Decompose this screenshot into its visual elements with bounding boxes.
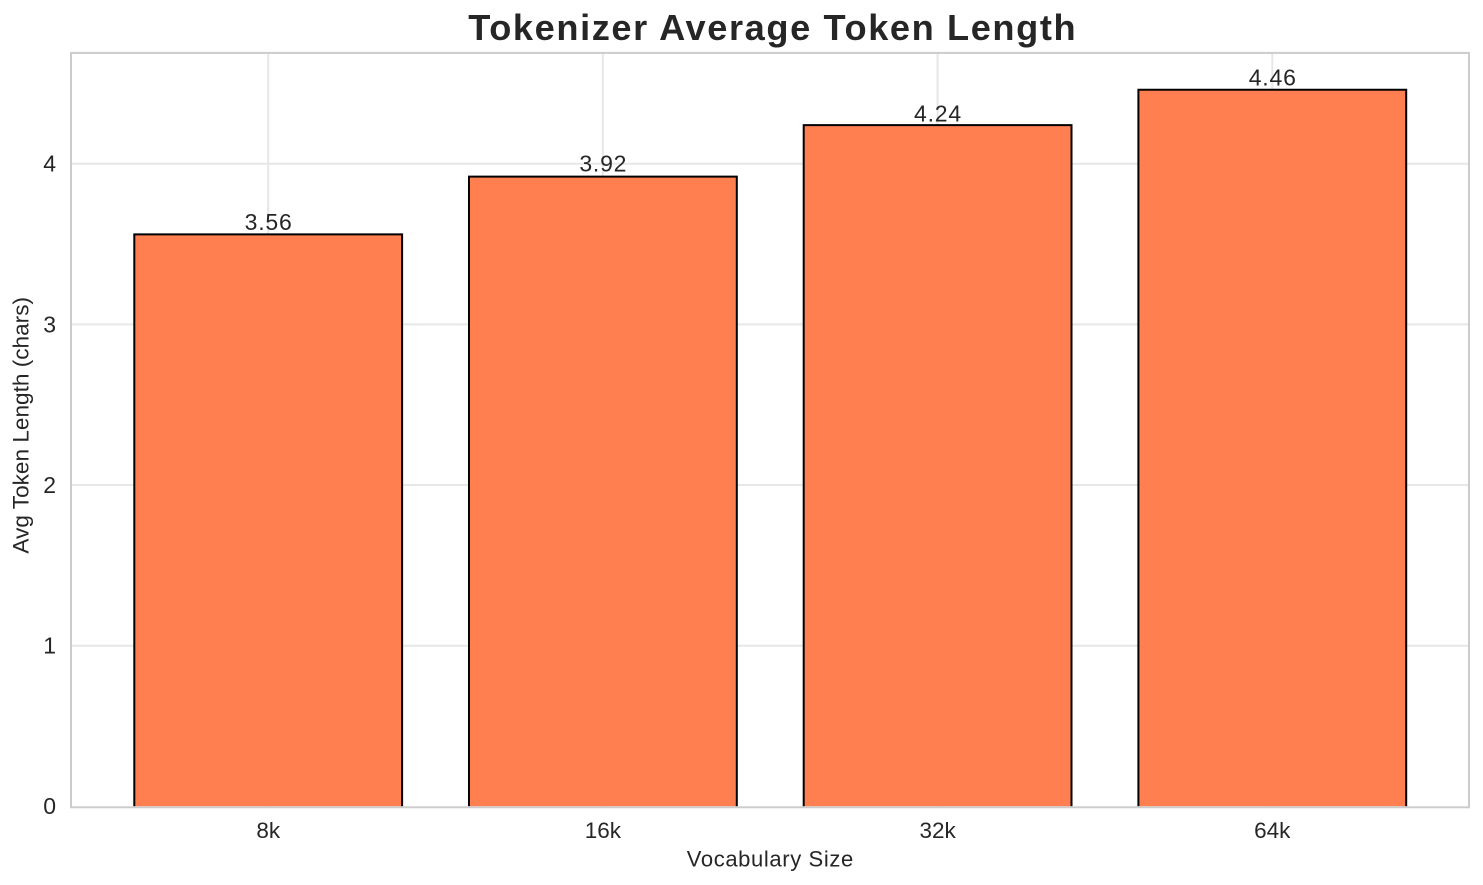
svg-text:0: 0 xyxy=(43,793,56,819)
svg-text:3: 3 xyxy=(43,311,56,337)
svg-text:4.46: 4.46 xyxy=(1249,64,1297,90)
svg-text:4: 4 xyxy=(43,151,56,177)
svg-text:8k: 8k xyxy=(256,818,281,843)
svg-text:Vocabulary Size: Vocabulary Size xyxy=(687,846,854,871)
svg-text:2: 2 xyxy=(43,472,56,498)
svg-text:3.92: 3.92 xyxy=(579,151,627,177)
svg-text:Tokenizer Average Token Length: Tokenizer Average Token Length xyxy=(468,7,1077,48)
svg-text:Avg Token Length (chars): Avg Token Length (chars) xyxy=(9,297,34,554)
svg-text:4.24: 4.24 xyxy=(914,100,962,126)
svg-text:64k: 64k xyxy=(1254,818,1291,843)
svg-text:16k: 16k xyxy=(585,818,622,843)
svg-text:3.56: 3.56 xyxy=(245,209,293,235)
svg-text:1: 1 xyxy=(43,633,56,659)
svg-text:32k: 32k xyxy=(919,818,956,843)
